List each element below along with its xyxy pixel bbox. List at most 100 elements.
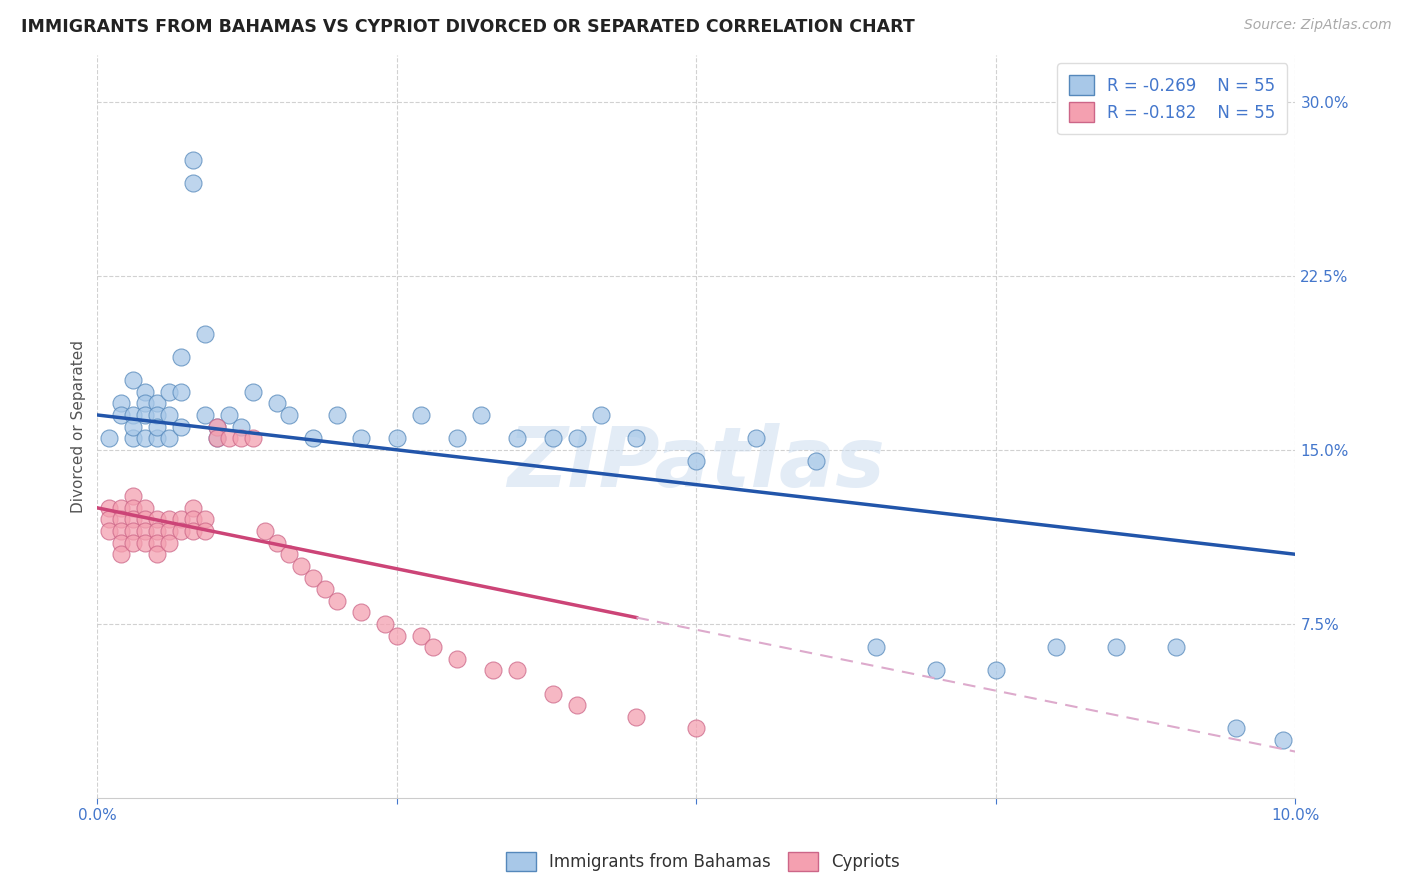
Point: [205, 419, 228, 434]
Point: [205, 431, 228, 445]
Point: [170, 384, 193, 399]
Point: [242, 384, 264, 399]
Point: [266, 535, 288, 549]
Point: [134, 512, 156, 526]
Point: [302, 431, 325, 445]
Point: [181, 176, 204, 190]
Point: [1164, 640, 1187, 655]
Point: [146, 408, 169, 422]
Point: [409, 408, 432, 422]
Point: [181, 512, 204, 526]
Point: [157, 431, 180, 445]
Point: [122, 408, 145, 422]
Point: [326, 408, 349, 422]
Point: [122, 489, 145, 503]
Point: [505, 664, 527, 678]
Point: [146, 535, 169, 549]
Point: [157, 408, 180, 422]
Point: [1045, 640, 1067, 655]
Point: [122, 512, 145, 526]
Point: [98, 500, 121, 515]
Point: [254, 524, 277, 538]
Point: [98, 512, 121, 526]
Point: [541, 687, 564, 701]
Point: [218, 408, 240, 422]
Point: [122, 419, 145, 434]
Point: [157, 524, 180, 538]
Point: [134, 524, 156, 538]
Point: [170, 419, 193, 434]
Point: [865, 640, 887, 655]
Point: [984, 664, 1007, 678]
Point: [157, 535, 180, 549]
Point: [806, 454, 828, 468]
Point: [278, 408, 301, 422]
Point: [302, 570, 325, 584]
Point: [565, 431, 588, 445]
Point: [181, 524, 204, 538]
Point: [134, 384, 156, 399]
Point: [134, 408, 156, 422]
Text: ZIPatlas: ZIPatlas: [508, 423, 886, 504]
Point: [170, 350, 193, 364]
Point: [589, 408, 612, 422]
Point: [122, 500, 145, 515]
Text: IMMIGRANTS FROM BAHAMAS VS CYPRIOT DIVORCED OR SEPARATED CORRELATION CHART: IMMIGRANTS FROM BAHAMAS VS CYPRIOT DIVOR…: [21, 18, 915, 36]
Point: [110, 524, 132, 538]
Point: [541, 431, 564, 445]
Point: [146, 431, 169, 445]
Point: [146, 524, 169, 538]
Point: [98, 524, 121, 538]
Point: [170, 524, 193, 538]
Point: [122, 431, 145, 445]
Point: [229, 419, 252, 434]
Point: [350, 605, 373, 619]
Text: Source: ZipAtlas.com: Source: ZipAtlas.com: [1244, 18, 1392, 32]
Point: [181, 153, 204, 167]
Point: [266, 396, 288, 410]
Point: [122, 524, 145, 538]
Point: [278, 547, 301, 561]
Point: [194, 524, 217, 538]
Point: [194, 512, 217, 526]
Point: [146, 396, 169, 410]
Point: [157, 512, 180, 526]
Legend: Immigrants from Bahamas, Cypriots: Immigrants from Bahamas, Cypriots: [498, 843, 908, 880]
Point: [470, 408, 492, 422]
Point: [194, 408, 217, 422]
Point: [290, 558, 312, 573]
Point: [122, 535, 145, 549]
Point: [685, 722, 707, 736]
Point: [1105, 640, 1128, 655]
Point: [146, 419, 169, 434]
Point: [422, 640, 444, 655]
Legend: R = -0.269    N = 55, R = -0.182    N = 55: R = -0.269 N = 55, R = -0.182 N = 55: [1057, 63, 1286, 134]
Point: [110, 396, 132, 410]
Point: [218, 431, 240, 445]
Point: [157, 384, 180, 399]
Point: [134, 431, 156, 445]
Point: [194, 326, 217, 341]
Point: [374, 616, 396, 631]
Point: [146, 547, 169, 561]
Point: [134, 396, 156, 410]
Point: [745, 431, 768, 445]
Point: [110, 408, 132, 422]
Point: [242, 431, 264, 445]
Point: [685, 454, 707, 468]
Point: [505, 431, 527, 445]
Point: [409, 628, 432, 642]
Y-axis label: Divorced or Separated: Divorced or Separated: [72, 340, 86, 513]
Point: [314, 582, 336, 596]
Point: [110, 547, 132, 561]
Point: [925, 664, 948, 678]
Point: [626, 710, 648, 724]
Point: [98, 431, 121, 445]
Point: [1225, 722, 1247, 736]
Point: [181, 500, 204, 515]
Point: [110, 500, 132, 515]
Point: [326, 593, 349, 607]
Point: [1272, 733, 1295, 747]
Point: [205, 419, 228, 434]
Point: [565, 698, 588, 713]
